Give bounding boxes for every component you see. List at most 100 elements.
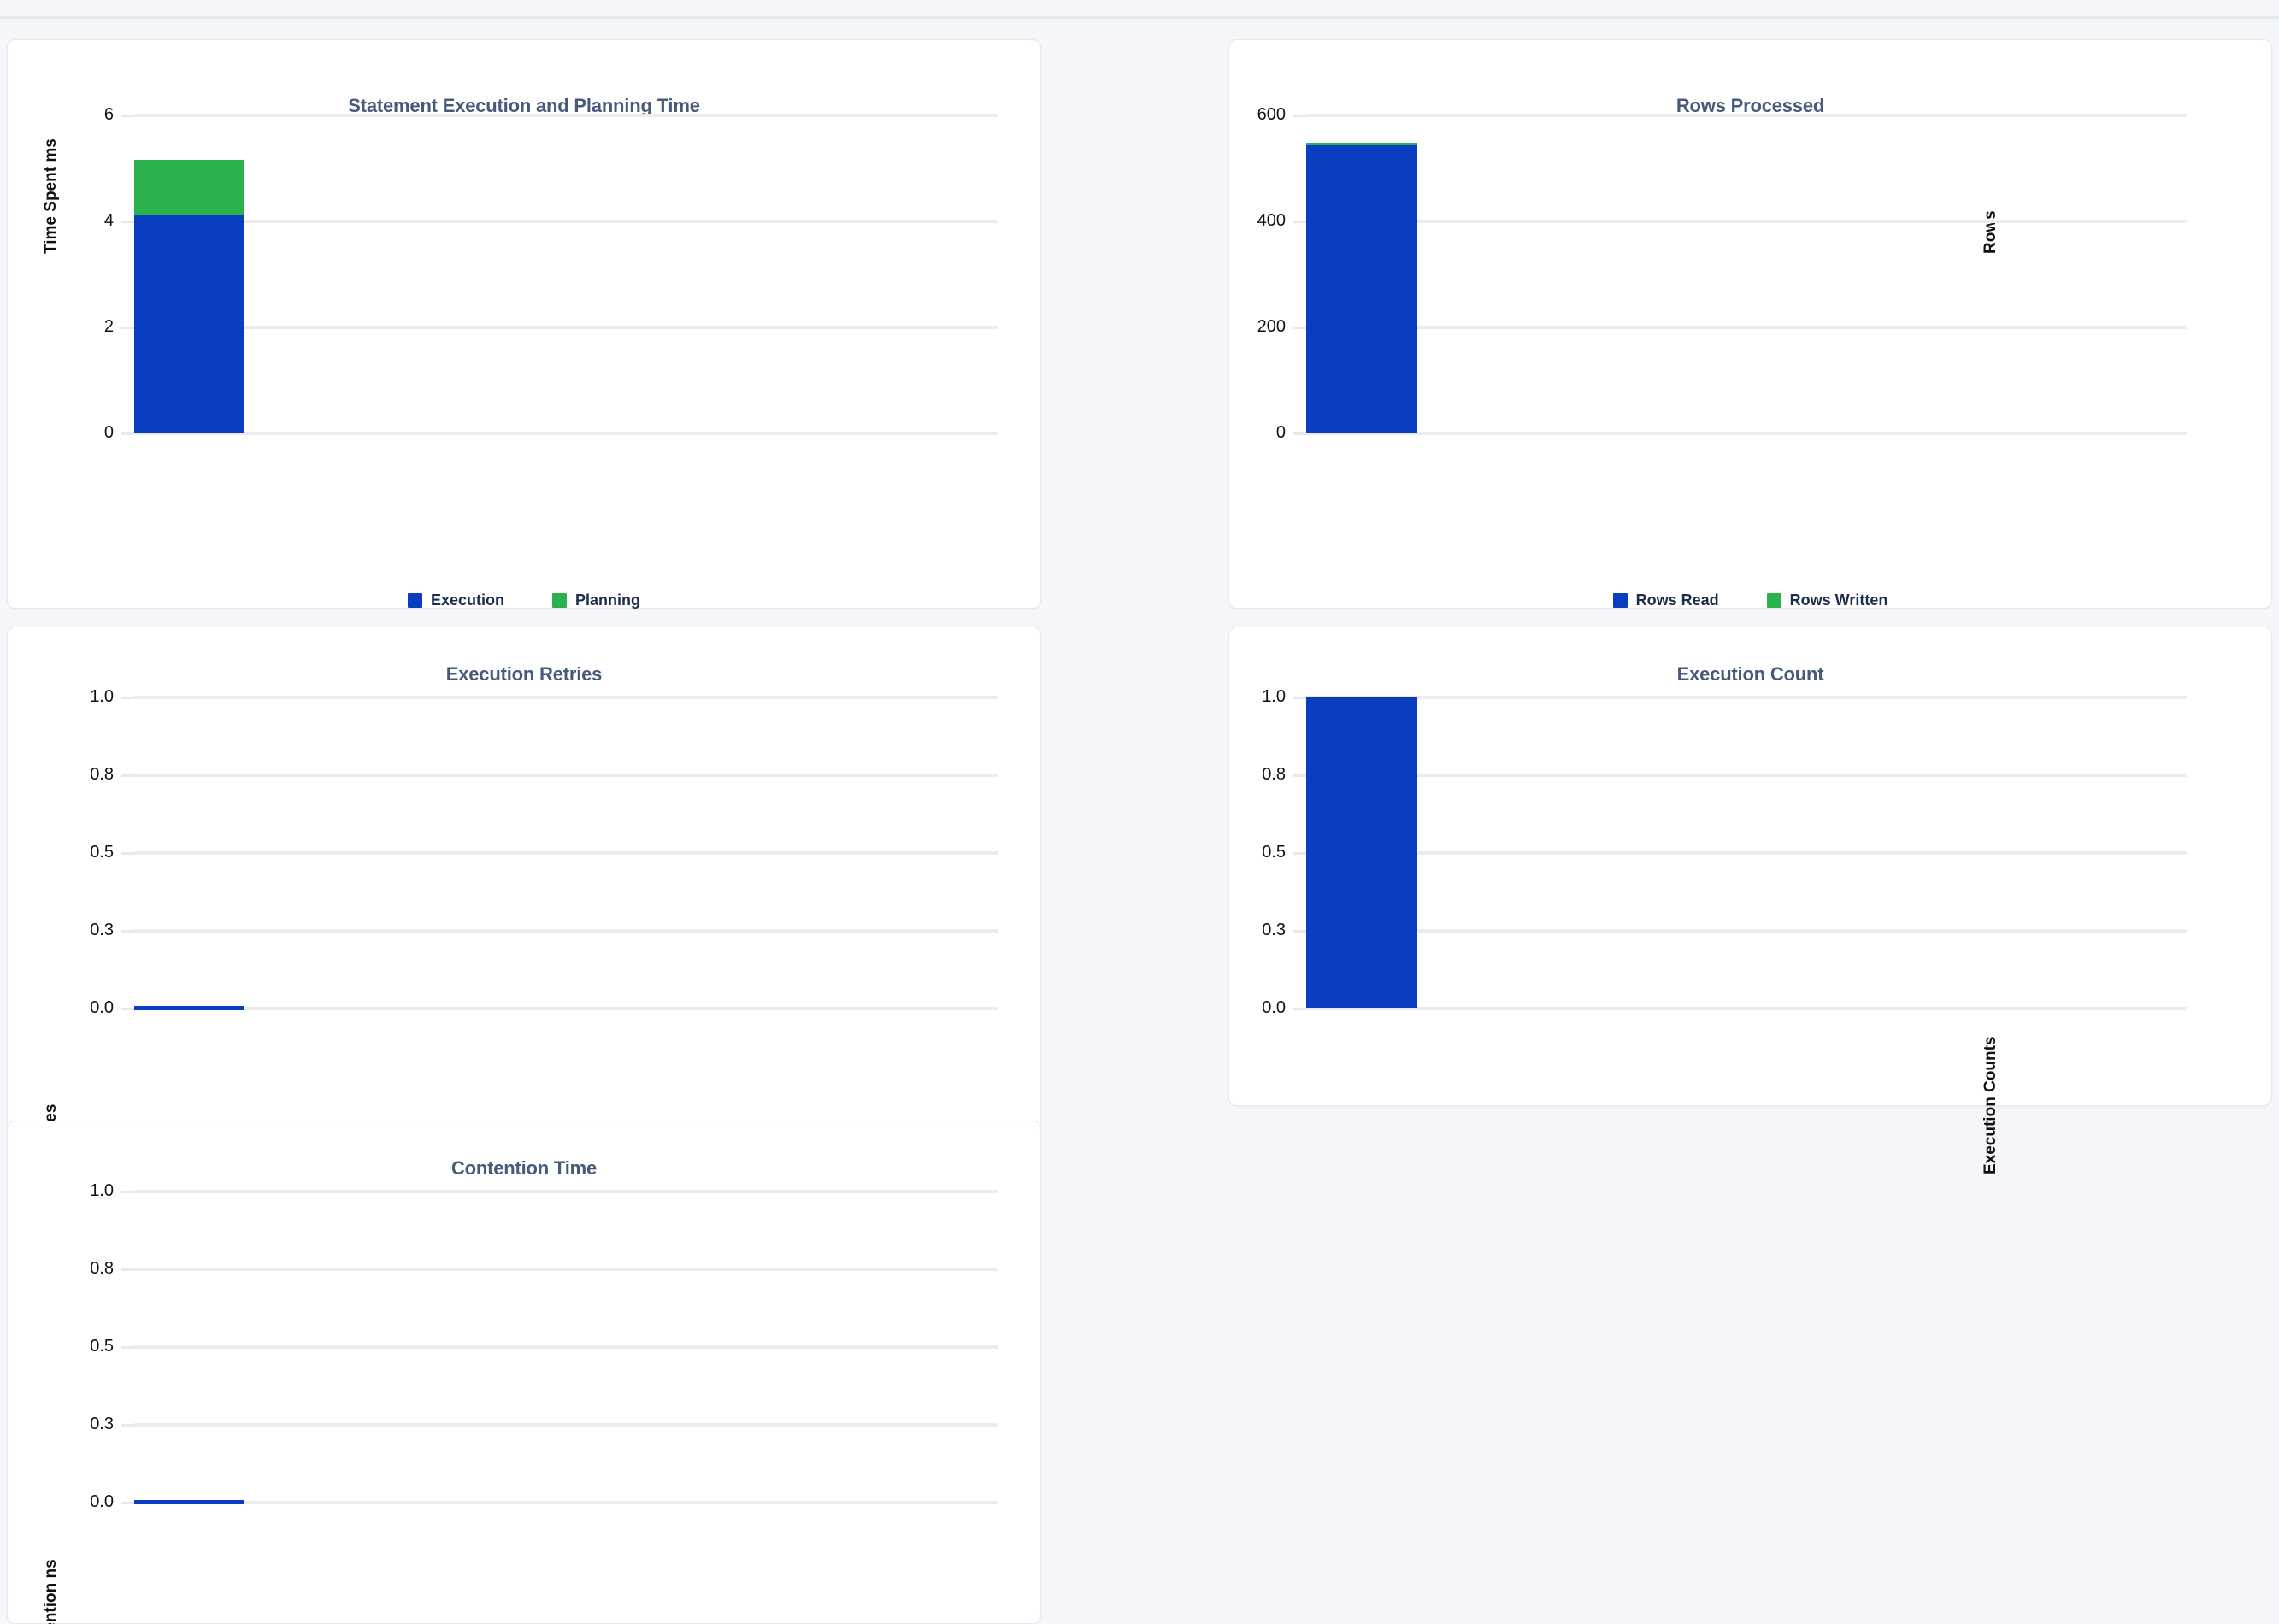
legend-item-planning[interactable]: Planning bbox=[552, 591, 640, 609]
legend-label: Execution bbox=[430, 591, 505, 609]
legend-swatch-icon bbox=[1612, 593, 1628, 608]
tick-stub bbox=[1293, 432, 1306, 435]
y-tick-label: 0.8 bbox=[90, 1259, 114, 1278]
gridline bbox=[1306, 851, 2187, 855]
bar-retries[interactable] bbox=[134, 1006, 244, 1010]
y-tick-label: 0 bbox=[1275, 423, 1286, 442]
gridline bbox=[134, 1007, 998, 1010]
tick-stub bbox=[121, 1346, 134, 1349]
tick-stub bbox=[1293, 852, 1306, 855]
gridline bbox=[1306, 1007, 2187, 1010]
legend-item-rows-read[interactable]: Rows Read bbox=[1612, 591, 1719, 609]
gridline bbox=[1306, 114, 2187, 117]
gridline bbox=[1306, 696, 2187, 699]
y-tick-label: 0 bbox=[103, 423, 114, 442]
y-tick-label: 0.5 bbox=[90, 843, 114, 862]
y-tick-label: 0.0 bbox=[1262, 998, 1286, 1017]
tick-stub bbox=[121, 1268, 134, 1271]
tick-stub bbox=[121, 697, 134, 699]
chart-legend: Execution Planning bbox=[8, 591, 1040, 609]
chart-card-contention-time: Contention Time Contention ns 1.0 0.8 0.… bbox=[7, 1121, 1041, 1624]
tick-stub bbox=[121, 1502, 134, 1504]
y-tick-label: 0.5 bbox=[90, 1337, 114, 1356]
chart-title: Execution Count bbox=[1676, 663, 1824, 685]
gridline bbox=[134, 1423, 998, 1427]
gridline bbox=[134, 114, 998, 117]
tick-stub bbox=[1293, 697, 1306, 699]
gridline bbox=[134, 220, 998, 223]
y-tick-label: 2 bbox=[103, 317, 114, 336]
chart-card-rows-processed: Rows Processed Rows 600 400 200 0 Rows R… bbox=[1228, 39, 2272, 609]
y-tick-label: 1.0 bbox=[90, 687, 114, 706]
y-tick-label: 4 bbox=[103, 211, 114, 230]
chart-title: Contention Time bbox=[450, 1157, 598, 1179]
legend-label: Rows Written bbox=[1789, 591, 1888, 609]
y-tick-label: 0.0 bbox=[90, 1492, 114, 1511]
gridline bbox=[134, 1501, 998, 1504]
tick-stub bbox=[121, 774, 134, 777]
y-tick-label: 0.3 bbox=[90, 921, 114, 939]
tick-stub bbox=[121, 1191, 134, 1193]
y-tick-label: 0.3 bbox=[90, 1415, 114, 1433]
tick-stub bbox=[121, 115, 134, 117]
tick-stub bbox=[121, 1424, 134, 1427]
chart-title: Execution Retries bbox=[445, 663, 603, 685]
gridline bbox=[134, 1268, 998, 1271]
legend-label: Rows Read bbox=[1635, 591, 1719, 609]
tick-stub bbox=[1293, 115, 1306, 117]
chart-legend: Rows Read Rows Written bbox=[1229, 591, 2271, 609]
y-axis-title: Time Spent ms bbox=[42, 138, 60, 254]
legend-label: Planning bbox=[575, 591, 641, 609]
chart-card-execution-retries: Execution Retries Retries 1.0 0.8 0.5 0.… bbox=[7, 627, 1041, 1159]
bar-segment-rows-read[interactable] bbox=[1306, 145, 1417, 433]
gridline bbox=[1306, 432, 2187, 435]
y-axis-title: Rows bbox=[1982, 210, 1999, 254]
gridline bbox=[134, 326, 998, 329]
gridline bbox=[134, 432, 998, 435]
gridline bbox=[134, 774, 998, 777]
y-tick-label: 0.5 bbox=[1262, 843, 1286, 862]
y-axis-title: Execution Counts bbox=[1982, 1036, 1999, 1174]
y-tick-label: 1.0 bbox=[1262, 687, 1286, 706]
y-tick-label: 200 bbox=[1257, 317, 1286, 336]
y-tick-label: 400 bbox=[1257, 211, 1286, 230]
legend-swatch-icon bbox=[1766, 593, 1781, 608]
top-divider bbox=[0, 16, 2279, 19]
gridline bbox=[134, 1345, 998, 1349]
tick-stub bbox=[121, 852, 134, 855]
y-axis-title: Contention ns bbox=[42, 1559, 60, 1624]
tick-stub bbox=[121, 1008, 134, 1010]
gridline bbox=[134, 929, 998, 933]
y-tick-label: 0.0 bbox=[90, 998, 114, 1017]
bar-contention-time[interactable] bbox=[134, 1500, 244, 1504]
bar-segment-rows-written[interactable] bbox=[1306, 143, 1417, 145]
y-tick-label: 600 bbox=[1257, 105, 1286, 124]
chart-card-statement-execution-planning-time: Statement Execution and Planning Time Ti… bbox=[7, 39, 1041, 609]
bar-execution-count[interactable] bbox=[1306, 697, 1417, 1008]
tick-stub bbox=[1293, 221, 1306, 223]
tick-stub bbox=[121, 432, 134, 435]
gridline bbox=[1306, 326, 2187, 329]
chart-title: Statement Execution and Planning Time bbox=[348, 95, 700, 116]
y-tick-label: 0.3 bbox=[1262, 921, 1286, 939]
gridline bbox=[134, 851, 998, 855]
tick-stub bbox=[1293, 930, 1306, 933]
legend-item-execution[interactable]: Execution bbox=[407, 591, 505, 609]
gridline bbox=[134, 696, 998, 699]
tick-stub bbox=[1293, 327, 1306, 329]
y-tick-label: 6 bbox=[103, 105, 114, 124]
chart-card-execution-count: Execution Count Execution Counts 1.0 0.8… bbox=[1228, 627, 2272, 1174]
chart-title: Rows Processed bbox=[1675, 95, 1825, 116]
tick-stub bbox=[121, 327, 134, 329]
tick-stub bbox=[121, 930, 134, 933]
legend-item-rows-written[interactable]: Rows Written bbox=[1766, 591, 1888, 609]
gridline bbox=[1306, 774, 2187, 777]
bar-segment-execution[interactable] bbox=[134, 215, 244, 433]
y-tick-label: 0.8 bbox=[1262, 765, 1286, 784]
tick-stub bbox=[1293, 1008, 1306, 1010]
gridline bbox=[1306, 220, 2187, 223]
bar-segment-planning[interactable] bbox=[134, 160, 244, 215]
gridline bbox=[1306, 929, 2187, 933]
y-tick-label: 1.0 bbox=[90, 1181, 114, 1200]
